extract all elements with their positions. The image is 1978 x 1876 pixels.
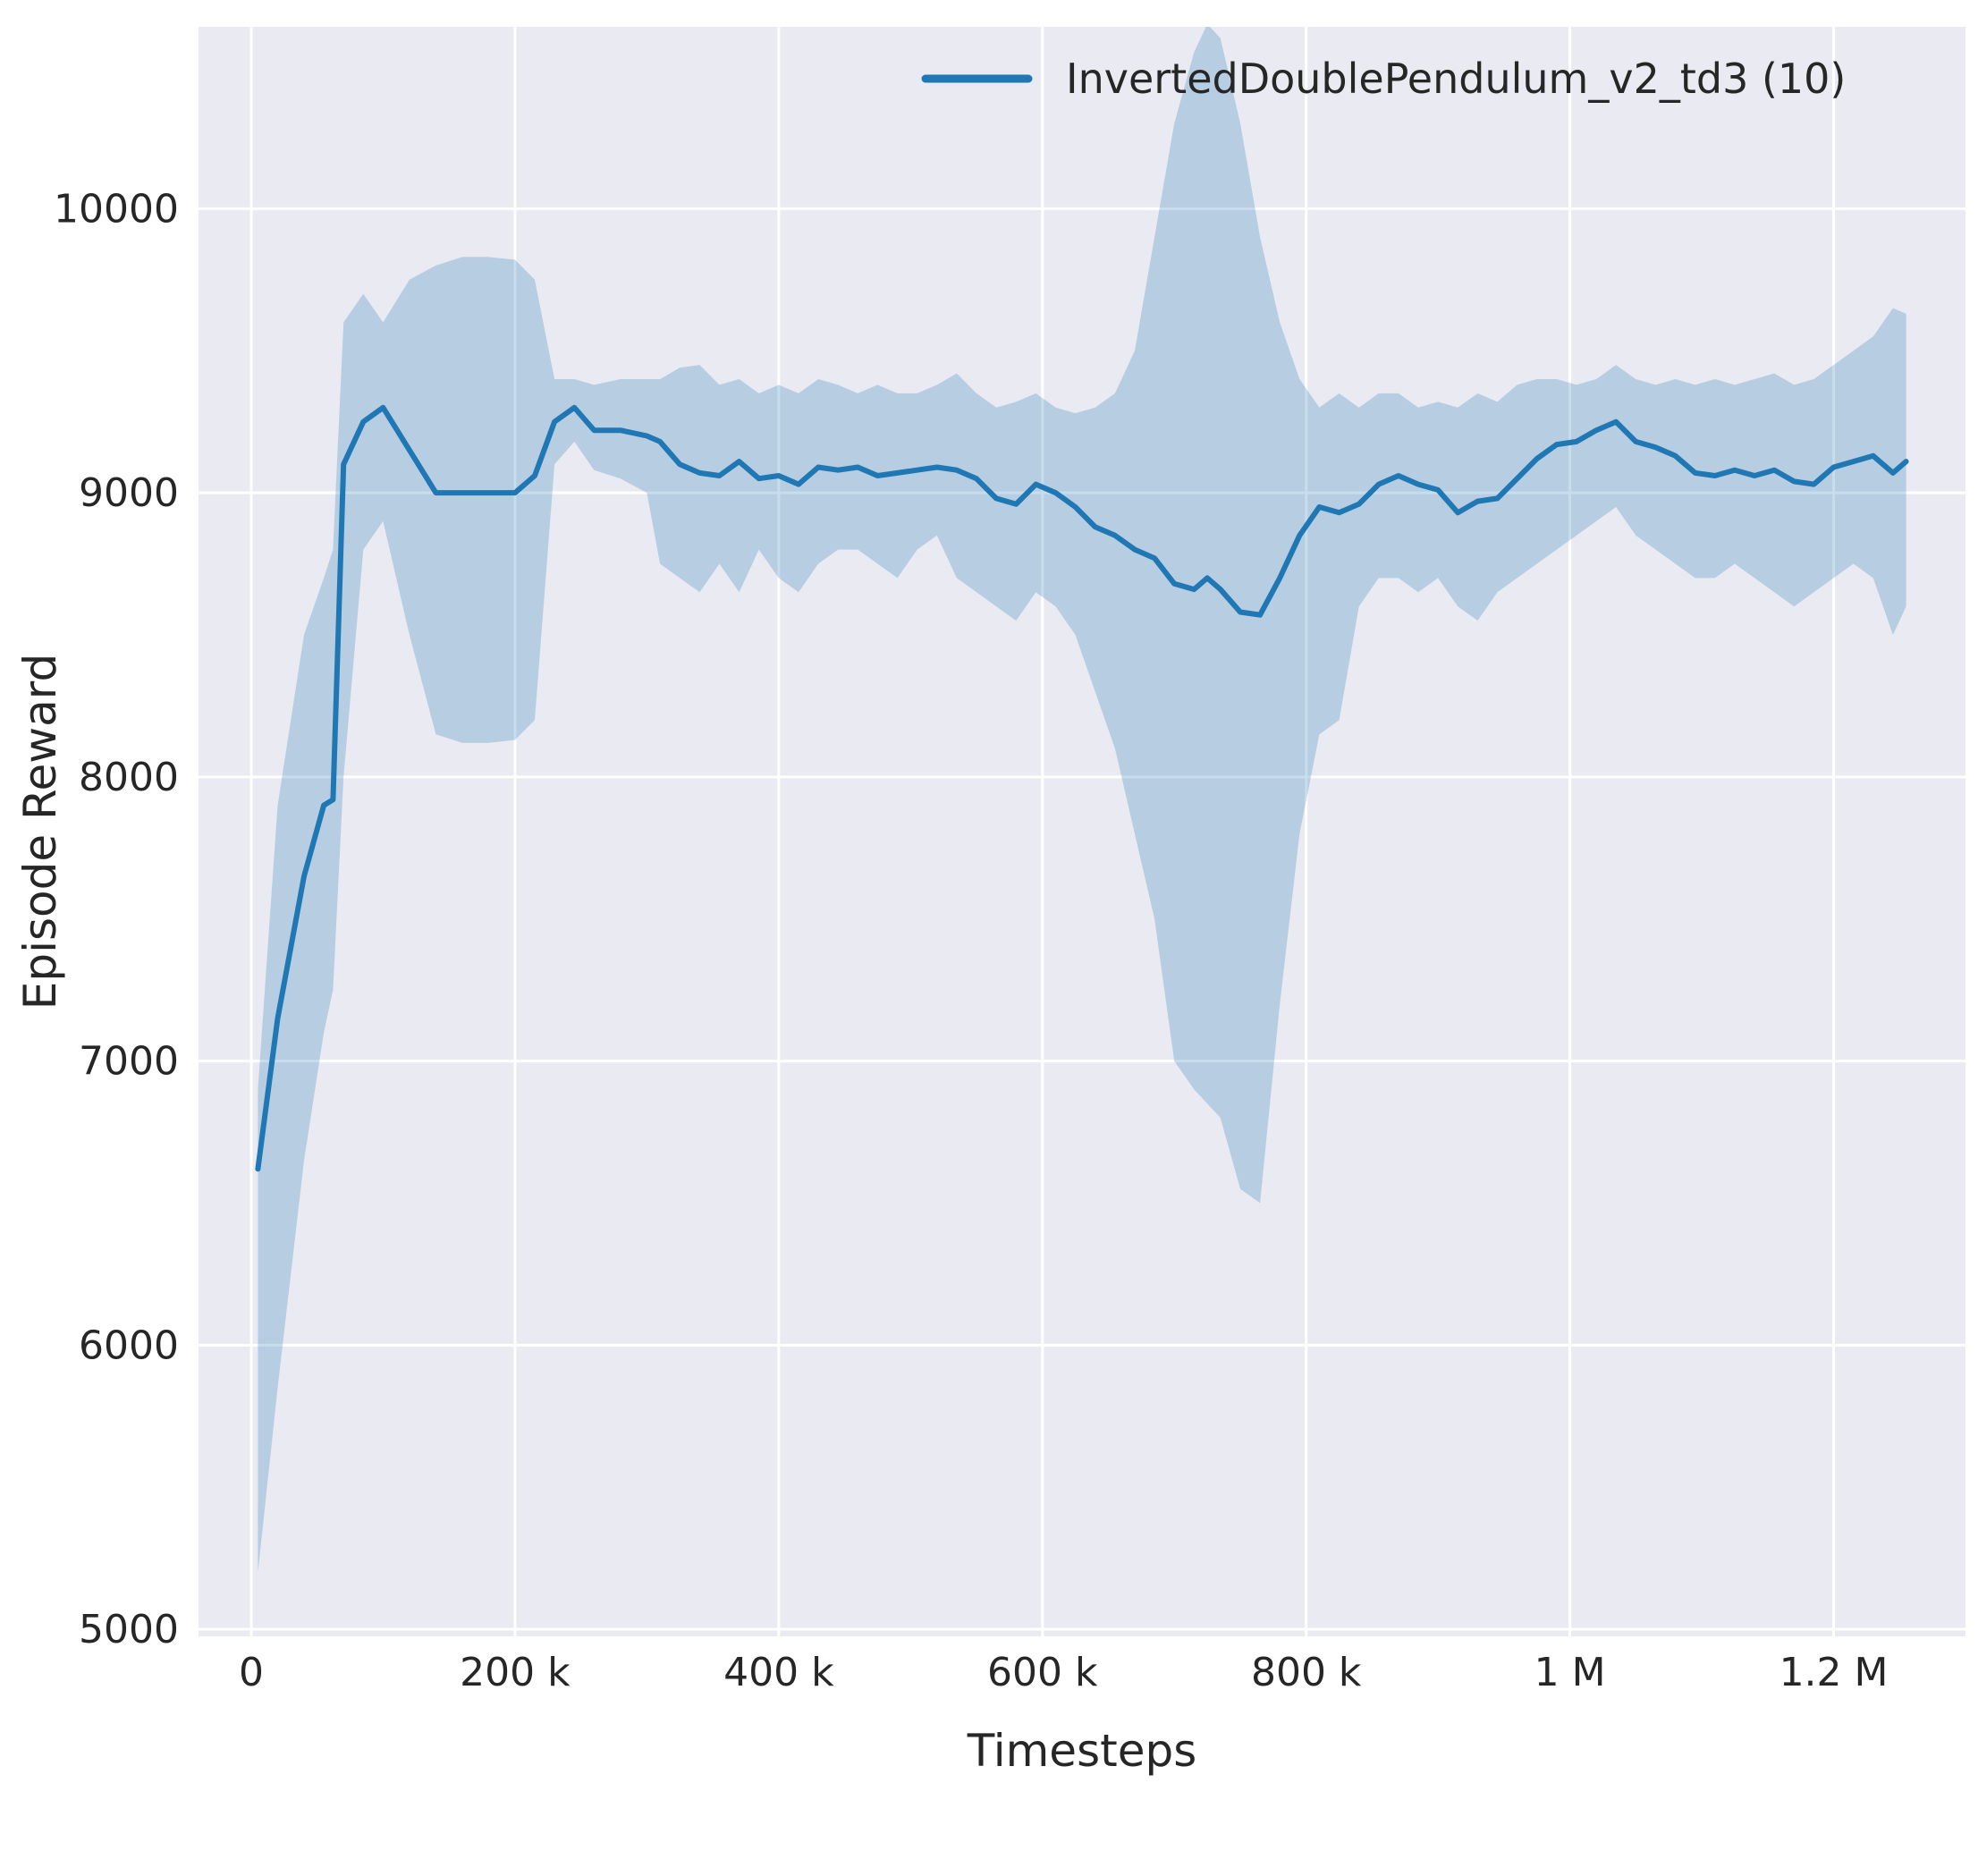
y-tick-label: 10000 bbox=[54, 186, 179, 232]
y-tick-label: 6000 bbox=[79, 1322, 179, 1368]
confidence-band bbox=[258, 27, 1906, 1573]
plot-area bbox=[199, 27, 1965, 1636]
mean-reward-line bbox=[255, 404, 1909, 1172]
x-tick-labels: 0 200 k 400 k 600 k 800 k 1 M 1.2 M bbox=[239, 1650, 1889, 1695]
y-axis-label: Episode Reward bbox=[14, 654, 66, 1010]
series-group bbox=[255, 27, 1909, 1573]
x-tick-label: 1 M bbox=[1534, 1650, 1606, 1695]
x-tick-label: 600 k bbox=[987, 1650, 1098, 1695]
x-tick-label: 400 k bbox=[723, 1650, 834, 1695]
y-tick-label: 9000 bbox=[79, 470, 179, 516]
y-tick-label: 7000 bbox=[79, 1039, 179, 1085]
y-tick-label: 8000 bbox=[79, 755, 179, 800]
x-tick-label: 0 bbox=[239, 1650, 264, 1695]
x-tick-label: 800 k bbox=[1251, 1650, 1362, 1695]
y-tick-labels: 5000 6000 7000 8000 9000 10000 bbox=[54, 186, 179, 1652]
grid-lines bbox=[199, 27, 1965, 1636]
x-tick-label: 1.2 M bbox=[1779, 1650, 1889, 1695]
legend-entry-label: InvertedDoublePendulum_v2_td3 (10) bbox=[1066, 55, 1846, 103]
y-tick-label: 5000 bbox=[79, 1607, 179, 1652]
x-tick-label: 200 k bbox=[460, 1650, 571, 1695]
legend: InvertedDoublePendulum_v2_td3 (10) bbox=[921, 55, 1846, 103]
x-axis-label: Timesteps bbox=[967, 1725, 1197, 1777]
